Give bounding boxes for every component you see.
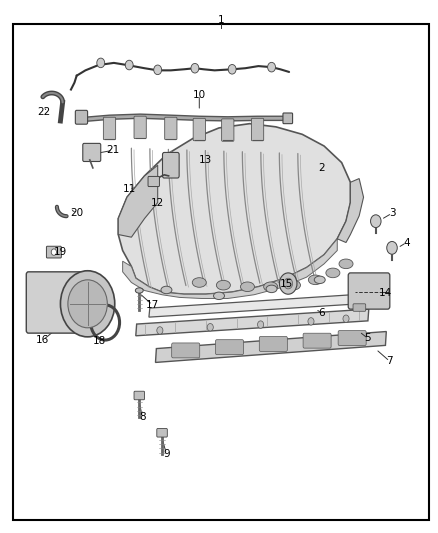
Polygon shape [149, 294, 360, 317]
FancyBboxPatch shape [251, 118, 264, 141]
Circle shape [207, 324, 213, 331]
FancyBboxPatch shape [193, 118, 205, 141]
Ellipse shape [326, 268, 340, 278]
FancyBboxPatch shape [83, 143, 101, 161]
FancyBboxPatch shape [75, 110, 88, 124]
Circle shape [279, 273, 297, 294]
FancyBboxPatch shape [215, 340, 244, 354]
FancyBboxPatch shape [134, 391, 145, 400]
Text: 11: 11 [123, 184, 136, 194]
Circle shape [51, 249, 57, 255]
Circle shape [154, 65, 162, 75]
Polygon shape [155, 332, 386, 362]
Ellipse shape [135, 288, 143, 293]
Polygon shape [337, 179, 364, 243]
Text: 18: 18 [93, 336, 106, 346]
Circle shape [68, 280, 107, 328]
FancyBboxPatch shape [283, 113, 293, 124]
FancyBboxPatch shape [134, 116, 146, 139]
Text: 17: 17 [146, 300, 159, 310]
FancyBboxPatch shape [162, 152, 179, 178]
Polygon shape [118, 124, 350, 294]
Circle shape [343, 315, 349, 322]
Text: 19: 19 [54, 247, 67, 257]
Circle shape [308, 318, 314, 325]
Circle shape [191, 63, 199, 73]
Circle shape [387, 241, 397, 254]
Text: 14: 14 [379, 288, 392, 298]
Ellipse shape [161, 286, 172, 294]
FancyBboxPatch shape [259, 336, 287, 351]
Circle shape [284, 278, 293, 289]
Ellipse shape [308, 275, 322, 285]
Text: 5: 5 [364, 334, 371, 343]
Circle shape [228, 64, 236, 74]
Text: 4: 4 [403, 238, 410, 247]
FancyBboxPatch shape [222, 119, 234, 141]
FancyBboxPatch shape [303, 333, 331, 348]
Ellipse shape [214, 292, 224, 300]
Ellipse shape [339, 259, 353, 269]
FancyBboxPatch shape [348, 273, 390, 309]
Polygon shape [118, 165, 158, 237]
Text: 21: 21 [106, 146, 120, 155]
Text: 13: 13 [199, 155, 212, 165]
Text: 3: 3 [389, 208, 396, 218]
Text: 6: 6 [318, 308, 325, 318]
Circle shape [268, 62, 276, 72]
Ellipse shape [286, 280, 300, 290]
FancyBboxPatch shape [165, 117, 177, 140]
Text: 10: 10 [193, 90, 206, 100]
Text: 9: 9 [163, 449, 170, 459]
Text: 7: 7 [386, 357, 393, 366]
Polygon shape [136, 309, 369, 336]
FancyBboxPatch shape [172, 343, 200, 358]
FancyBboxPatch shape [353, 304, 366, 311]
FancyBboxPatch shape [26, 272, 88, 333]
Circle shape [258, 321, 264, 328]
Circle shape [97, 58, 105, 68]
Text: 22: 22 [37, 107, 50, 117]
Ellipse shape [264, 282, 278, 292]
FancyBboxPatch shape [103, 117, 116, 140]
Ellipse shape [192, 278, 206, 287]
Text: 2: 2 [318, 163, 325, 173]
Ellipse shape [314, 276, 325, 284]
Text: 12: 12 [151, 198, 164, 207]
Circle shape [125, 60, 133, 70]
FancyBboxPatch shape [157, 429, 167, 437]
Text: 20: 20 [70, 208, 83, 218]
Text: 1: 1 [218, 15, 225, 25]
Text: 15: 15 [280, 279, 293, 288]
Circle shape [60, 271, 115, 337]
Ellipse shape [240, 282, 254, 292]
Ellipse shape [216, 280, 230, 290]
FancyBboxPatch shape [46, 246, 61, 258]
Text: 8: 8 [139, 412, 146, 422]
FancyBboxPatch shape [338, 330, 366, 345]
Text: 16: 16 [36, 335, 49, 345]
Circle shape [371, 215, 381, 228]
Circle shape [157, 327, 163, 334]
Polygon shape [123, 239, 337, 298]
Ellipse shape [266, 285, 277, 293]
FancyBboxPatch shape [148, 176, 159, 187]
